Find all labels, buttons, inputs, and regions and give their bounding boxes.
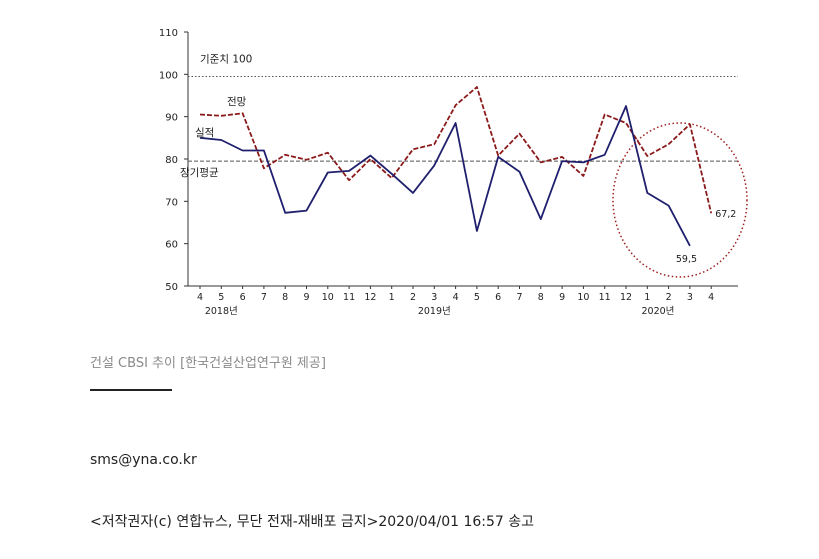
y-tick-label: 110 [159, 28, 178, 39]
x-tick-label: 5 [474, 292, 480, 303]
data-label: 59,5 [676, 254, 697, 265]
y-tick-label: 60 [165, 240, 178, 251]
x-tick-label: 3 [687, 292, 693, 303]
y-tick-label: 50 [165, 282, 178, 293]
reporter-email[interactable]: sms@yna.co.kr [90, 452, 197, 468]
year-label: 2018년 [205, 306, 238, 317]
chart-labels: 기준치 100 장기평균 실적 전망 59,5 67,2 [180, 53, 748, 278]
x-tick-label: 12 [364, 292, 376, 303]
x-tick-label: 8 [538, 292, 544, 303]
year-label: 2020년 [641, 306, 674, 317]
x-tick-label: 10 [322, 292, 334, 303]
x-tick-label: 9 [303, 292, 309, 303]
series-label: 전망 [227, 96, 247, 108]
y-tick-label: 100 [159, 70, 178, 81]
actual-series-line [199, 105, 691, 247]
copyright-footer: <저작권자(c) 연합뉴스, 무단 전재-재배포 금지>2020/04/01 1… [90, 514, 535, 530]
x-tick-label: 7 [516, 292, 522, 303]
highlight-circle [612, 122, 748, 278]
year-label: 2019년 [418, 306, 451, 317]
x-tick-label: 9 [559, 292, 565, 303]
y-tick-label: 90 [165, 113, 178, 124]
x-tick-label: 6 [495, 292, 501, 303]
x-tick-label: 7 [261, 292, 267, 303]
x-tick-label: 1 [389, 292, 395, 303]
chart-caption: 건설 CBSI 추이 [한국건설산업연구원 제공] [90, 356, 326, 371]
x-tick-label: 6 [240, 292, 246, 303]
y-axis: 50 60 70 80 90 100 110 [159, 28, 189, 293]
x-tick-label: 2 [410, 292, 416, 303]
reference-label: 기준치 100 [200, 53, 252, 65]
series-lines [199, 86, 713, 247]
x-tick-label: 8 [282, 292, 288, 303]
x-tick-label: 5 [218, 292, 224, 303]
x-tick-label: 1 [644, 292, 650, 303]
divider-rule [90, 389, 172, 391]
reference-label: 장기평균 [180, 167, 219, 179]
x-tick-label: 4 [453, 292, 459, 303]
x-tick-label: 11 [599, 292, 611, 303]
x-tick-label: 12 [620, 292, 632, 303]
x-tick-label: 11 [343, 292, 355, 303]
x-tick-label: 3 [431, 292, 437, 303]
data-label: 67,2 [715, 209, 736, 220]
reference-lines [188, 75, 738, 162]
y-tick-label: 80 [165, 155, 178, 166]
x-tick-label: 2 [666, 292, 672, 303]
x-tick-label: 4 [708, 292, 714, 303]
x-tick-label: 10 [577, 292, 589, 303]
y-tick-label: 70 [165, 197, 178, 208]
forecast-series-line [199, 86, 713, 214]
x-tick-label: 4 [197, 292, 203, 303]
series-label: 실적 [195, 127, 214, 139]
